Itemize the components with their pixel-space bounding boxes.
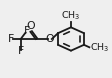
Text: CH$_3$: CH$_3$ xyxy=(61,9,81,22)
Text: F: F xyxy=(18,46,24,56)
Text: F: F xyxy=(8,34,14,44)
Text: CH$_3$: CH$_3$ xyxy=(90,41,110,54)
Text: O: O xyxy=(26,21,35,31)
Text: F: F xyxy=(23,26,30,37)
Text: O: O xyxy=(45,34,54,44)
